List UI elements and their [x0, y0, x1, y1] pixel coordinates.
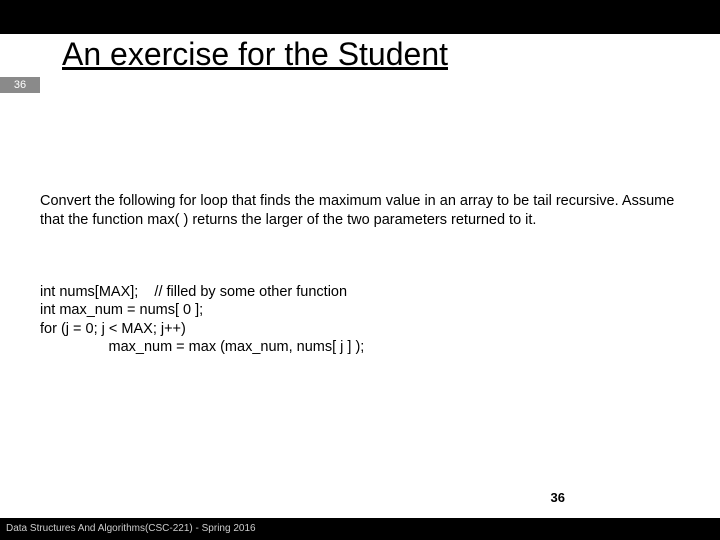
code-line: int nums[MAX]; // filled by some other f…	[40, 284, 347, 300]
code-block: int nums[MAX]; // filled by some other f…	[40, 264, 690, 357]
footer-text: Data Structures And Algorithms(CSC-221) …	[0, 518, 720, 540]
slide-number-badge: 36	[0, 77, 40, 93]
page-number: 36	[551, 490, 565, 505]
code-line: for (j = 0; j < MAX; j++)	[40, 321, 186, 337]
slide-title: An exercise for the Student	[62, 36, 448, 73]
body-paragraph: Convert the following for loop that find…	[40, 192, 690, 229]
code-line: int max_num = nums[ 0 ];	[40, 302, 203, 318]
code-line: max_num = max (max_num, nums[ j ] );	[40, 339, 364, 355]
top-bar	[0, 0, 720, 34]
